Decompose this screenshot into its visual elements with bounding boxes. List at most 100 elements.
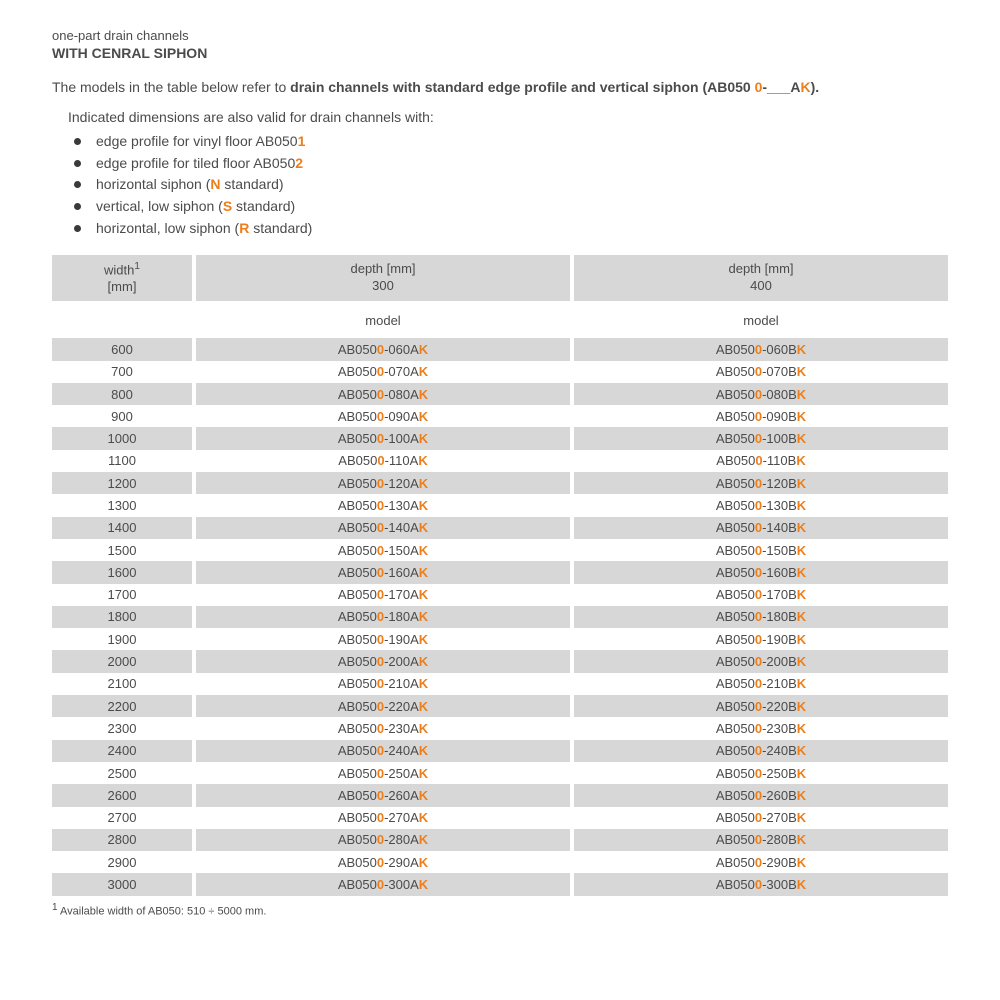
cell-width: 2000: [52, 650, 192, 672]
cell-width: 2500: [52, 762, 192, 784]
cell-model: AB0500-280AK: [196, 829, 570, 851]
cell-model: AB0500-150AK: [196, 539, 570, 561]
notes-item: horizontal siphon (N standard): [68, 174, 948, 196]
table-row: 2000AB0500-200AKAB0500-200BK: [52, 650, 948, 672]
table-row: 2700AB0500-270AKAB0500-270BK: [52, 807, 948, 829]
doc-subtitle: one-part drain channels: [52, 28, 948, 43]
cell-model: AB0500-100AK: [196, 427, 570, 449]
cell-model: AB0500-070BK: [574, 361, 948, 383]
intro-hl2: K: [801, 79, 811, 95]
table-row: 2800AB0500-280AKAB0500-280BK: [52, 829, 948, 851]
intro-prefix: The models in the table below refer to: [52, 79, 290, 95]
cell-model: AB0500-110AK: [196, 450, 570, 472]
footnote: 1 Available width of AB050: 510 ÷ 5000 m…: [52, 902, 948, 918]
cell-model: AB0500-070AK: [196, 361, 570, 383]
notes-item: horizontal, low siphon (R standard): [68, 218, 948, 240]
cell-width: 2700: [52, 807, 192, 829]
table-row: 1500AB0500-150AKAB0500-150BK: [52, 539, 948, 561]
notes-item: vertical, low siphon (S standard): [68, 196, 948, 218]
cell-width: 1800: [52, 606, 192, 628]
cell-width: 2200: [52, 695, 192, 717]
cell-model: AB0500-240AK: [196, 740, 570, 762]
cell-width: 1700: [52, 584, 192, 606]
cell-model: AB0500-170AK: [196, 584, 570, 606]
cell-width: 1000: [52, 427, 192, 449]
depth-val-0: 300: [372, 278, 394, 293]
table-header-row: width1 [mm] depth [mm] 300 depth [mm] 40…: [52, 255, 948, 301]
table-row: 2400AB0500-240AKAB0500-240BK: [52, 740, 948, 762]
table-row: 1200AB0500-120AKAB0500-120BK: [52, 472, 948, 494]
cell-model: AB0500-290BK: [574, 851, 948, 873]
doc-title: WITH CENRAL SIPHON: [52, 45, 948, 61]
hdr-width-unit: [mm]: [108, 279, 137, 294]
notes-item: edge profile for vinyl floor AB0501: [68, 131, 948, 153]
intro-suffix: ).: [811, 79, 820, 95]
table-subheader-row: model model: [52, 303, 948, 336]
table-row: 1400AB0500-140AKAB0500-140BK: [52, 517, 948, 539]
table-row: 1000AB0500-100AKAB0500-100BK: [52, 427, 948, 449]
table-row: 1600AB0500-160AKAB0500-160BK: [52, 561, 948, 583]
cell-model: AB0500-170BK: [574, 584, 948, 606]
cell-model: AB0500-240BK: [574, 740, 948, 762]
cell-width: 600: [52, 338, 192, 360]
depth-val-1: 400: [750, 278, 772, 293]
cell-model: AB0500-250AK: [196, 762, 570, 784]
cell-width: 700: [52, 361, 192, 383]
hdr-width-sup: 1: [134, 261, 140, 272]
cell-width: 3000: [52, 873, 192, 895]
cell-model: AB0500-200BK: [574, 650, 948, 672]
cell-model: AB0500-120BK: [574, 472, 948, 494]
table-row: 1700AB0500-170AKAB0500-170BK: [52, 584, 948, 606]
cell-model: AB0500-130AK: [196, 494, 570, 516]
table-row: 800AB0500-080AKAB0500-080BK: [52, 383, 948, 405]
cell-model: AB0500-220BK: [574, 695, 948, 717]
table-body: 600AB0500-060AKAB0500-060BK700AB0500-070…: [52, 338, 948, 895]
cell-model: AB0500-190BK: [574, 628, 948, 650]
depth-label-1: depth [mm]: [728, 261, 793, 276]
cell-model: AB0500-290AK: [196, 851, 570, 873]
table-subheader-model-1: model: [574, 303, 948, 336]
cell-model: AB0500-130BK: [574, 494, 948, 516]
cell-model: AB0500-220AK: [196, 695, 570, 717]
cell-model: AB0500-150BK: [574, 539, 948, 561]
table-row: 2200AB0500-220AKAB0500-220BK: [52, 695, 948, 717]
cell-width: 1500: [52, 539, 192, 561]
cell-width: 1400: [52, 517, 192, 539]
cell-model: AB0500-250BK: [574, 762, 948, 784]
cell-model: AB0500-090BK: [574, 405, 948, 427]
cell-width: 2800: [52, 829, 192, 851]
cell-model: AB0500-080BK: [574, 383, 948, 405]
notes-lead: Indicated dimensions are also valid for …: [68, 109, 948, 125]
notes-list: edge profile for vinyl floor AB0501edge …: [68, 131, 948, 239]
intro-hl1: 0: [751, 79, 763, 95]
cell-model: AB0500-210AK: [196, 673, 570, 695]
table-header-width: width1 [mm]: [52, 255, 192, 301]
table-row: 1100AB0500-110AKAB0500-110BK: [52, 450, 948, 472]
cell-model: AB0500-100BK: [574, 427, 948, 449]
table-header-depth-400: depth [mm] 400: [574, 255, 948, 301]
cell-model: AB0500-180BK: [574, 606, 948, 628]
cell-model: AB0500-160AK: [196, 561, 570, 583]
cell-model: AB0500-120AK: [196, 472, 570, 494]
cell-model: AB0500-140BK: [574, 517, 948, 539]
cell-model: AB0500-300BK: [574, 873, 948, 895]
table-row: 2900AB0500-290AKAB0500-290BK: [52, 851, 948, 873]
cell-model: AB0500-230BK: [574, 717, 948, 739]
cell-width: 2300: [52, 717, 192, 739]
cell-model: AB0500-060AK: [196, 338, 570, 360]
cell-model: AB0500-300AK: [196, 873, 570, 895]
table-row: 3000AB0500-300AKAB0500-300BK: [52, 873, 948, 895]
cell-width: 1600: [52, 561, 192, 583]
table-row: 700AB0500-070AKAB0500-070BK: [52, 361, 948, 383]
cell-width: 1900: [52, 628, 192, 650]
table-row: 2600AB0500-260AKAB0500-260BK: [52, 784, 948, 806]
table-row: 600AB0500-060AKAB0500-060BK: [52, 338, 948, 360]
cell-model: AB0500-270BK: [574, 807, 948, 829]
cell-width: 2900: [52, 851, 192, 873]
cell-width: 800: [52, 383, 192, 405]
model-table: width1 [mm] depth [mm] 300 depth [mm] 40…: [52, 255, 948, 895]
footnote-text: Available width of AB050: 510 ÷ 5000 mm.: [58, 905, 267, 917]
cell-model: AB0500-180AK: [196, 606, 570, 628]
table-header-depth-300: depth [mm] 300: [196, 255, 570, 301]
cell-width: 2100: [52, 673, 192, 695]
